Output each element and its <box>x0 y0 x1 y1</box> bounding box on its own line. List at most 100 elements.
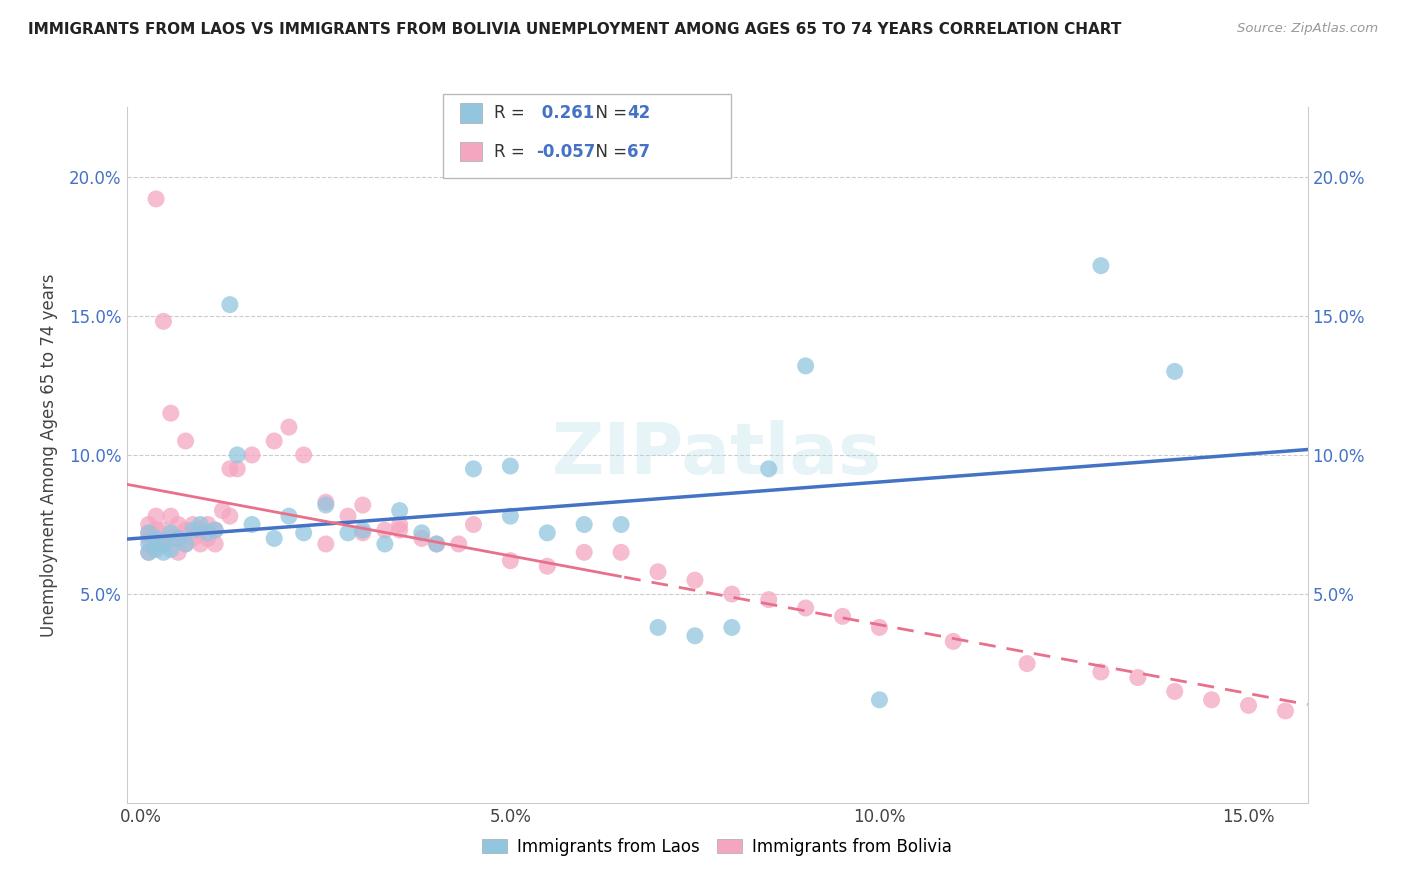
Point <box>145 523 167 537</box>
Point <box>1201 693 1223 707</box>
Point <box>167 545 190 559</box>
Point <box>721 587 744 601</box>
Point <box>499 554 522 568</box>
Point <box>758 592 780 607</box>
Point <box>315 537 337 551</box>
Point <box>204 523 226 537</box>
Point <box>160 525 183 540</box>
Point <box>447 537 470 551</box>
Point <box>869 620 891 634</box>
Point <box>411 532 433 546</box>
Point <box>610 517 633 532</box>
Point <box>152 314 174 328</box>
Point <box>152 537 174 551</box>
Point <box>1017 657 1039 671</box>
Point <box>138 545 160 559</box>
Point <box>204 523 226 537</box>
Point <box>411 525 433 540</box>
Point <box>794 601 817 615</box>
Point <box>188 523 212 537</box>
Point <box>181 517 204 532</box>
Point <box>160 542 183 557</box>
Text: N =: N = <box>585 143 633 161</box>
Y-axis label: Unemployment Among Ages 65 to 74 years: Unemployment Among Ages 65 to 74 years <box>39 273 58 637</box>
Point <box>315 498 337 512</box>
Point <box>145 532 167 546</box>
Point <box>426 537 449 551</box>
Point <box>138 532 160 546</box>
Point <box>352 523 374 537</box>
Point <box>160 509 183 524</box>
Point <box>138 545 160 559</box>
Point <box>204 537 226 551</box>
Point <box>226 448 249 462</box>
Point <box>263 434 285 448</box>
Point <box>226 462 249 476</box>
Text: ZIPatlas: ZIPatlas <box>553 420 882 490</box>
Point <box>138 537 160 551</box>
Text: -0.057: -0.057 <box>536 143 595 161</box>
Point <box>197 517 219 532</box>
Point <box>1274 704 1296 718</box>
Point <box>683 629 706 643</box>
Point <box>197 532 219 546</box>
Point <box>942 634 965 648</box>
Point <box>831 609 853 624</box>
Point <box>499 458 522 473</box>
Text: Source: ZipAtlas.com: Source: ZipAtlas.com <box>1237 22 1378 36</box>
Point <box>352 525 374 540</box>
Point <box>352 498 374 512</box>
Point <box>167 517 190 532</box>
Point <box>263 532 285 546</box>
Point <box>1126 671 1149 685</box>
Point <box>1237 698 1260 713</box>
Point <box>219 462 242 476</box>
Text: 42: 42 <box>627 104 651 122</box>
Point <box>463 517 485 532</box>
Point <box>219 509 242 524</box>
Point <box>499 509 522 524</box>
Point <box>219 298 242 312</box>
Point <box>315 495 337 509</box>
Point <box>388 523 411 537</box>
Point <box>145 509 167 524</box>
Point <box>536 559 558 574</box>
Point <box>211 503 233 517</box>
Point <box>145 537 167 551</box>
Point <box>174 523 197 537</box>
Point <box>721 620 744 634</box>
Point <box>188 517 212 532</box>
Point <box>574 545 596 559</box>
Point <box>574 517 596 532</box>
Text: R =: R = <box>494 104 530 122</box>
Point <box>337 525 360 540</box>
Text: IMMIGRANTS FROM LAOS VS IMMIGRANTS FROM BOLIVIA UNEMPLOYMENT AMONG AGES 65 TO 74: IMMIGRANTS FROM LAOS VS IMMIGRANTS FROM … <box>28 22 1122 37</box>
Point <box>160 532 183 546</box>
Text: 0.261: 0.261 <box>536 104 593 122</box>
Point <box>388 517 411 532</box>
Point <box>647 620 669 634</box>
Point <box>152 537 174 551</box>
Point <box>647 565 669 579</box>
Legend: Immigrants from Laos, Immigrants from Bolivia: Immigrants from Laos, Immigrants from Bo… <box>474 830 960 864</box>
Point <box>167 532 190 546</box>
Point <box>292 525 315 540</box>
Point <box>374 537 396 551</box>
Point <box>610 545 633 559</box>
Point <box>181 523 204 537</box>
Point <box>337 509 360 524</box>
Point <box>188 537 212 551</box>
Point <box>197 525 219 540</box>
Point <box>138 525 160 540</box>
Text: R =: R = <box>494 143 530 161</box>
Point <box>167 532 190 546</box>
Point <box>536 525 558 540</box>
Point <box>292 448 315 462</box>
Point <box>426 537 449 551</box>
Point <box>152 523 174 537</box>
Point <box>174 434 197 448</box>
Point <box>240 448 263 462</box>
Point <box>794 359 817 373</box>
Point <box>1164 364 1187 378</box>
Point <box>160 406 183 420</box>
